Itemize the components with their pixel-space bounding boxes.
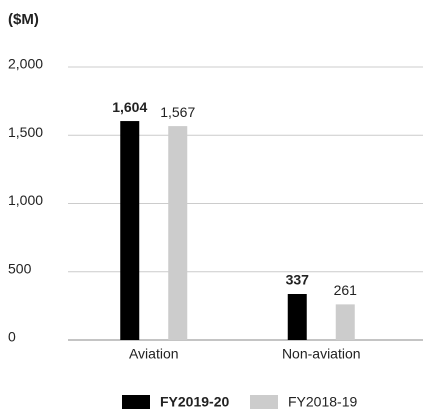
chart-title: ($M): [8, 11, 39, 28]
y-tick-label: 1,500: [8, 124, 43, 140]
y-tick-label: 0: [8, 329, 16, 345]
legend-swatch: [250, 395, 278, 409]
bar: [120, 121, 140, 340]
value-label: 261: [334, 282, 358, 298]
value-label: 1,604: [112, 99, 147, 115]
value-label: 1,567: [160, 104, 195, 120]
legend-swatch: [122, 395, 150, 409]
bar: [287, 293, 307, 340]
y-tick-label: 1,000: [8, 192, 43, 208]
bar: [335, 304, 355, 340]
x-tick-label: Non-aviation: [282, 346, 361, 362]
y-tick-label: 2,000: [8, 56, 43, 72]
y-tick-label: 500: [8, 260, 32, 276]
x-tick-label: Aviation: [129, 346, 179, 362]
value-label: 337: [286, 272, 310, 288]
legend-label: FY2018-19: [288, 394, 357, 410]
bar: [168, 126, 188, 341]
legend-label: FY2019-20: [160, 394, 229, 410]
